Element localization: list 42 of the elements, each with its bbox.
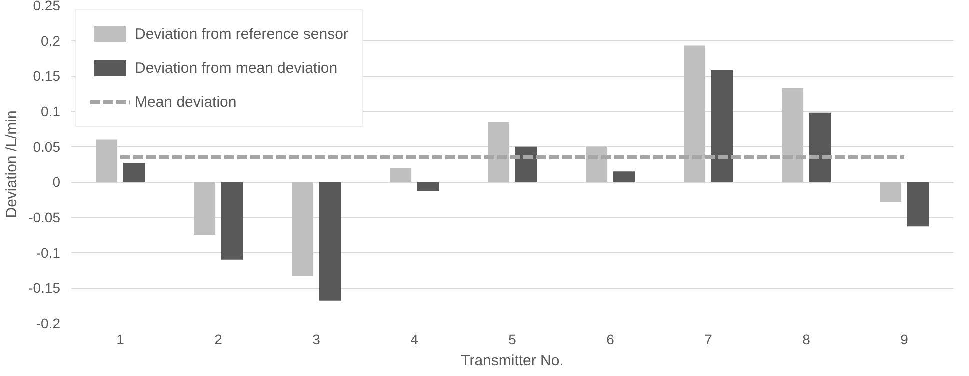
x-tick-label: 8	[802, 332, 811, 348]
y-tick-label: 0.25	[33, 0, 61, 14]
x-tick-label: 1	[116, 332, 125, 348]
bar	[711, 70, 733, 182]
bar	[684, 46, 706, 182]
x-tick-label: 6	[606, 332, 615, 348]
bar	[417, 182, 439, 192]
bar	[515, 146, 537, 182]
y-tick-label: 0.05	[33, 138, 61, 155]
bar	[292, 182, 314, 276]
bar	[809, 112, 831, 182]
legend-label: Deviation from reference sensor	[135, 26, 348, 42]
y-tick-label: -0.1	[36, 244, 61, 261]
legend-label: Mean deviation	[135, 94, 237, 110]
x-tick-label: 2	[214, 332, 223, 348]
y-axis-title: Deviation /L/min	[4, 110, 21, 218]
y-tick-label: -0.15	[28, 280, 61, 296]
bar	[782, 88, 804, 182]
x-axis-title: Transmitter No.	[461, 352, 564, 370]
y-tick-label: -0.05	[28, 210, 61, 226]
bar	[586, 146, 608, 182]
bar	[96, 140, 118, 182]
y-tick-label: 0.2	[41, 32, 61, 49]
bar	[390, 168, 412, 182]
x-tick-label: 9	[900, 332, 909, 348]
legend-label: Deviation from mean deviation	[135, 60, 338, 76]
y-tick-label: 0.15	[33, 68, 61, 84]
y-tick-label: -0.2	[36, 316, 61, 332]
bar	[221, 182, 243, 260]
x-tick-label: 5	[508, 332, 517, 348]
bar	[194, 182, 216, 236]
bar	[488, 122, 510, 182]
bar	[123, 163, 145, 182]
y-tick-label: 0	[52, 174, 61, 190]
x-tick-label: 3	[312, 332, 321, 348]
x-tick-label: 4	[410, 332, 419, 348]
bar	[613, 172, 635, 182]
x-tick-label: 7	[704, 332, 713, 348]
bar	[907, 182, 929, 227]
bar	[319, 182, 341, 301]
y-tick-label: 0.1	[41, 104, 61, 120]
bar	[880, 182, 902, 202]
